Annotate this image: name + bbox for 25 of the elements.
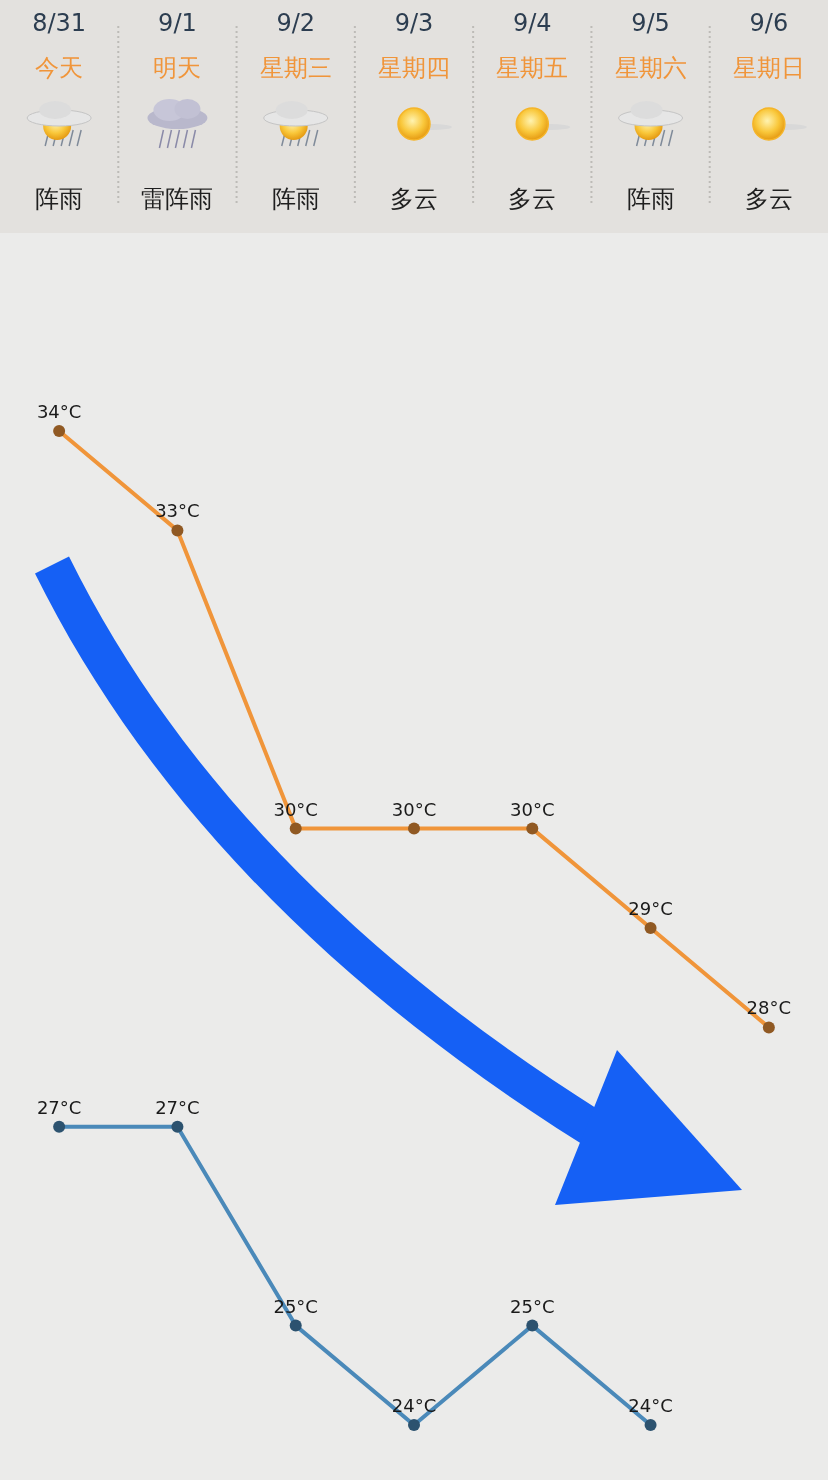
data-label: 24°C bbox=[391, 1395, 437, 1416]
x-tick-label: 9/3 星期四 bbox=[378, 9, 450, 82]
text: 多云 bbox=[744, 185, 793, 213]
data-label: 33°C bbox=[155, 500, 200, 522]
text: 多云 bbox=[390, 185, 438, 213]
data-label: 27°C bbox=[155, 1096, 200, 1118]
x-tick-label: 9/6 星期日 bbox=[732, 9, 805, 82]
x-tick-label: 8/31 今天 bbox=[32, 9, 87, 82]
text: 阵雨 bbox=[35, 185, 84, 213]
data-label: 28°C bbox=[746, 997, 792, 1019]
data-label: 30°C bbox=[510, 798, 555, 820]
x-tick-label: 9/1 明天 bbox=[153, 9, 202, 82]
text: 阵雨 bbox=[271, 185, 320, 213]
data-label: 24°C bbox=[628, 1395, 673, 1416]
data-label: 34°C bbox=[36, 401, 82, 422]
x-tick-label: 9/2 星期三 bbox=[259, 9, 332, 82]
data-label: 30°C bbox=[391, 798, 437, 820]
data-label: 25°C bbox=[510, 1295, 555, 1317]
text: 阵雨 bbox=[626, 185, 675, 213]
x-tick-label: 9/5 星期六 bbox=[614, 9, 687, 82]
data-label: 29°C bbox=[628, 898, 673, 919]
x-tick-label: 9/4 星期五 bbox=[496, 9, 569, 82]
data-label: 27°C bbox=[36, 1096, 82, 1118]
text: 雷阵雨 bbox=[141, 185, 214, 213]
text: 多云 bbox=[508, 185, 557, 213]
